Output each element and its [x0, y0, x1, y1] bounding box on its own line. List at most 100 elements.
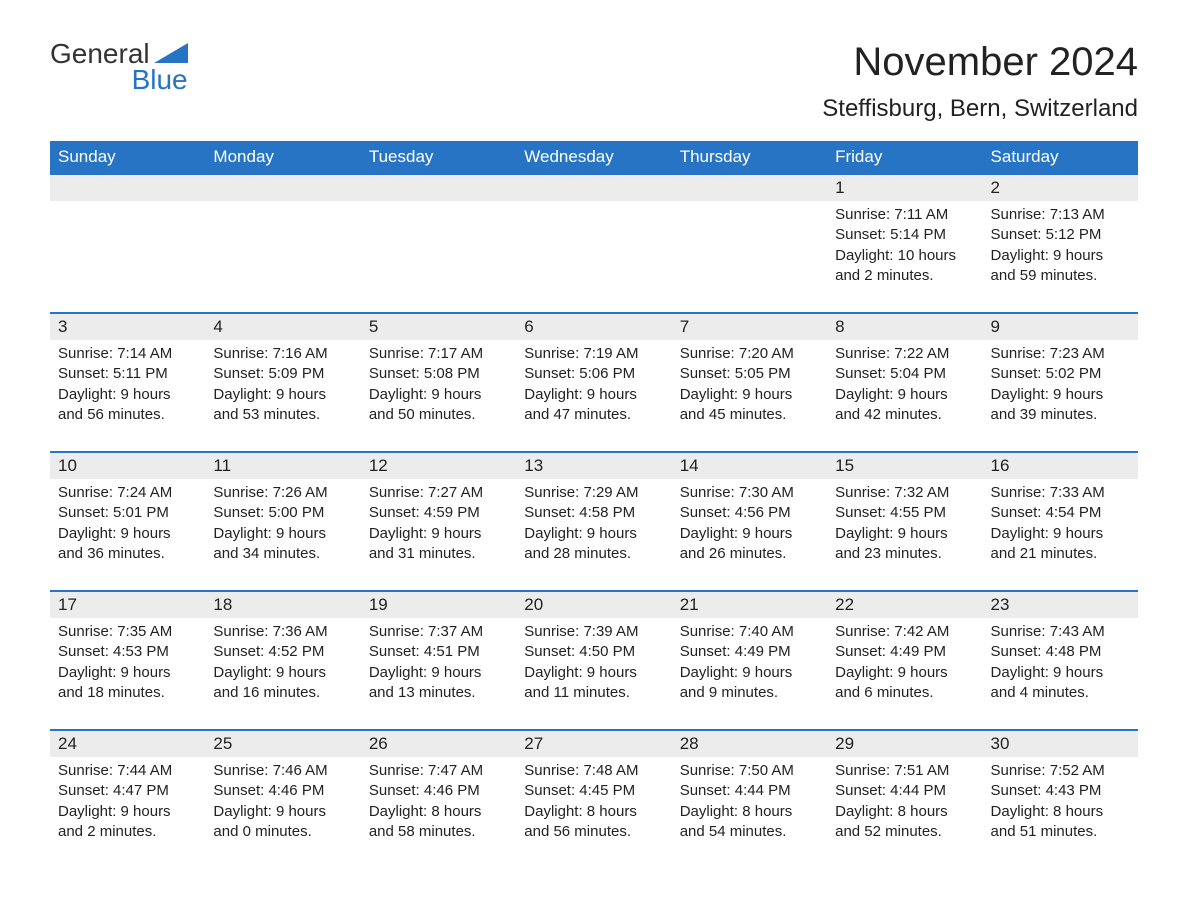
daylight-line: Daylight: 9 hours and 50 minutes.: [369, 385, 508, 426]
daylight-line: Daylight: 9 hours and 6 minutes.: [835, 663, 974, 704]
day-number: 15: [827, 453, 982, 479]
day-body: Sunrise: 7:44 AMSunset: 4:47 PMDaylight:…: [50, 757, 205, 850]
sunrise-line: Sunrise: 7:24 AM: [58, 483, 197, 503]
day-number: 20: [516, 592, 671, 618]
day-number: 28: [672, 731, 827, 757]
sunrise-line: Sunrise: 7:43 AM: [991, 622, 1130, 642]
sunrise-line: Sunrise: 7:11 AM: [835, 205, 974, 225]
daylight-line: Daylight: 9 hours and 26 minutes.: [680, 524, 819, 565]
sunrise-line: Sunrise: 7:37 AM: [369, 622, 508, 642]
sunrise-line: Sunrise: 7:30 AM: [680, 483, 819, 503]
day-cell: 5Sunrise: 7:17 AMSunset: 5:08 PMDaylight…: [361, 314, 516, 433]
title-block: November 2024 Steffisburg, Bern, Switzer…: [822, 40, 1138, 123]
sunset-line: Sunset: 4:43 PM: [991, 781, 1130, 801]
week-row: 3Sunrise: 7:14 AMSunset: 5:11 PMDaylight…: [50, 312, 1138, 433]
daylight-line: Daylight: 8 hours and 56 minutes.: [524, 802, 663, 843]
sunset-line: Sunset: 4:59 PM: [369, 503, 508, 523]
day-body: Sunrise: 7:40 AMSunset: 4:49 PMDaylight:…: [672, 618, 827, 711]
daylight-line: Daylight: 9 hours and 42 minutes.: [835, 385, 974, 426]
day-number: 8: [827, 314, 982, 340]
sunrise-line: Sunrise: 7:29 AM: [524, 483, 663, 503]
sunset-line: Sunset: 5:05 PM: [680, 364, 819, 384]
sunrise-line: Sunrise: 7:51 AM: [835, 761, 974, 781]
sunset-line: Sunset: 4:51 PM: [369, 642, 508, 662]
sunrise-line: Sunrise: 7:35 AM: [58, 622, 197, 642]
sunrise-line: Sunrise: 7:33 AM: [991, 483, 1130, 503]
day-cell: 19Sunrise: 7:37 AMSunset: 4:51 PMDayligh…: [361, 592, 516, 711]
day-number: 26: [361, 731, 516, 757]
day-number: 18: [205, 592, 360, 618]
day-body: Sunrise: 7:23 AMSunset: 5:02 PMDaylight:…: [983, 340, 1138, 433]
day-cell: 27Sunrise: 7:48 AMSunset: 4:45 PMDayligh…: [516, 731, 671, 850]
sunset-line: Sunset: 4:48 PM: [991, 642, 1130, 662]
sunset-line: Sunset: 5:04 PM: [835, 364, 974, 384]
daylight-line: Daylight: 8 hours and 51 minutes.: [991, 802, 1130, 843]
sunrise-line: Sunrise: 7:40 AM: [680, 622, 819, 642]
day-number: 2: [983, 175, 1138, 201]
day-body: Sunrise: 7:33 AMSunset: 4:54 PMDaylight:…: [983, 479, 1138, 572]
day-number: [516, 175, 671, 201]
sunrise-line: Sunrise: 7:13 AM: [991, 205, 1130, 225]
day-cell: 10Sunrise: 7:24 AMSunset: 5:01 PMDayligh…: [50, 453, 205, 572]
day-number: 9: [983, 314, 1138, 340]
day-body: Sunrise: 7:11 AMSunset: 5:14 PMDaylight:…: [827, 201, 982, 294]
day-cell: 30Sunrise: 7:52 AMSunset: 4:43 PMDayligh…: [983, 731, 1138, 850]
day-number: [50, 175, 205, 201]
sunset-line: Sunset: 5:14 PM: [835, 225, 974, 245]
dow-cell: Sunday: [50, 141, 205, 173]
day-body: Sunrise: 7:43 AMSunset: 4:48 PMDaylight:…: [983, 618, 1138, 711]
day-cell: 13Sunrise: 7:29 AMSunset: 4:58 PMDayligh…: [516, 453, 671, 572]
day-number: 30: [983, 731, 1138, 757]
day-body: Sunrise: 7:17 AMSunset: 5:08 PMDaylight:…: [361, 340, 516, 433]
sunset-line: Sunset: 5:01 PM: [58, 503, 197, 523]
day-cell: 8Sunrise: 7:22 AMSunset: 5:04 PMDaylight…: [827, 314, 982, 433]
day-cell: 12Sunrise: 7:27 AMSunset: 4:59 PMDayligh…: [361, 453, 516, 572]
sunrise-line: Sunrise: 7:47 AM: [369, 761, 508, 781]
day-cell: 17Sunrise: 7:35 AMSunset: 4:53 PMDayligh…: [50, 592, 205, 711]
day-number: 5: [361, 314, 516, 340]
day-body: Sunrise: 7:50 AMSunset: 4:44 PMDaylight:…: [672, 757, 827, 850]
day-body: Sunrise: 7:32 AMSunset: 4:55 PMDaylight:…: [827, 479, 982, 572]
day-cell: 29Sunrise: 7:51 AMSunset: 4:44 PMDayligh…: [827, 731, 982, 850]
sunset-line: Sunset: 4:47 PM: [58, 781, 197, 801]
location-subtitle: Steffisburg, Bern, Switzerland: [822, 95, 1138, 123]
day-cell: 9Sunrise: 7:23 AMSunset: 5:02 PMDaylight…: [983, 314, 1138, 433]
day-cell: 21Sunrise: 7:40 AMSunset: 4:49 PMDayligh…: [672, 592, 827, 711]
sunrise-line: Sunrise: 7:42 AM: [835, 622, 974, 642]
daylight-line: Daylight: 8 hours and 54 minutes.: [680, 802, 819, 843]
sunset-line: Sunset: 4:52 PM: [213, 642, 352, 662]
sunset-line: Sunset: 4:45 PM: [524, 781, 663, 801]
day-body: Sunrise: 7:46 AMSunset: 4:46 PMDaylight:…: [205, 757, 360, 850]
day-cell: 28Sunrise: 7:50 AMSunset: 4:44 PMDayligh…: [672, 731, 827, 850]
day-number: 13: [516, 453, 671, 479]
day-body: Sunrise: 7:29 AMSunset: 4:58 PMDaylight:…: [516, 479, 671, 572]
daylight-line: Daylight: 9 hours and 39 minutes.: [991, 385, 1130, 426]
daylight-line: Daylight: 9 hours and 34 minutes.: [213, 524, 352, 565]
day-number: 16: [983, 453, 1138, 479]
day-cell: 7Sunrise: 7:20 AMSunset: 5:05 PMDaylight…: [672, 314, 827, 433]
day-cell: 6Sunrise: 7:19 AMSunset: 5:06 PMDaylight…: [516, 314, 671, 433]
sunrise-line: Sunrise: 7:39 AM: [524, 622, 663, 642]
day-body: Sunrise: 7:27 AMSunset: 4:59 PMDaylight:…: [361, 479, 516, 572]
day-number: [205, 175, 360, 201]
day-cell: 2Sunrise: 7:13 AMSunset: 5:12 PMDaylight…: [983, 175, 1138, 294]
day-number: 29: [827, 731, 982, 757]
day-number: 7: [672, 314, 827, 340]
day-cell: [516, 175, 671, 294]
day-cell: 26Sunrise: 7:47 AMSunset: 4:46 PMDayligh…: [361, 731, 516, 850]
sunset-line: Sunset: 5:06 PM: [524, 364, 663, 384]
day-body: Sunrise: 7:51 AMSunset: 4:44 PMDaylight:…: [827, 757, 982, 850]
dow-cell: Wednesday: [516, 141, 671, 173]
day-cell: 20Sunrise: 7:39 AMSunset: 4:50 PMDayligh…: [516, 592, 671, 711]
sunset-line: Sunset: 4:49 PM: [680, 642, 819, 662]
daylight-line: Daylight: 9 hours and 31 minutes.: [369, 524, 508, 565]
sunset-line: Sunset: 5:08 PM: [369, 364, 508, 384]
day-number: 4: [205, 314, 360, 340]
sunrise-line: Sunrise: 7:32 AM: [835, 483, 974, 503]
sunrise-line: Sunrise: 7:44 AM: [58, 761, 197, 781]
day-number: 6: [516, 314, 671, 340]
sunset-line: Sunset: 4:55 PM: [835, 503, 974, 523]
day-cell: 22Sunrise: 7:42 AMSunset: 4:49 PMDayligh…: [827, 592, 982, 711]
day-body: Sunrise: 7:20 AMSunset: 5:05 PMDaylight:…: [672, 340, 827, 433]
day-cell: 15Sunrise: 7:32 AMSunset: 4:55 PMDayligh…: [827, 453, 982, 572]
